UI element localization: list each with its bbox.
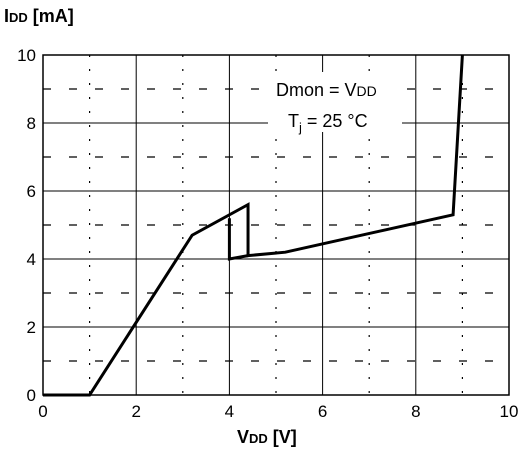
y-axis-label: IDD [mA] xyxy=(4,6,74,26)
x-tick-label: 4 xyxy=(225,402,234,421)
y-tick-labels: 0 2 4 6 8 10 xyxy=(17,46,36,405)
x-tick-label: 10 xyxy=(500,402,519,421)
y-tick-label: 6 xyxy=(27,182,36,201)
annotation-box: Dmon = VDD Tj = 25 °C xyxy=(268,72,402,135)
x-tick-label: 0 xyxy=(38,402,47,421)
y-tick-label: 0 xyxy=(27,386,36,405)
x-tick-labels: 0 2 4 6 8 10 xyxy=(38,402,518,421)
annotation-line-1: Dmon = VDD xyxy=(276,80,377,100)
x-tick-label: 6 xyxy=(318,402,327,421)
x-tick-label: 8 xyxy=(411,402,420,421)
y-tick-label: 8 xyxy=(27,114,36,133)
y-tick-label: 2 xyxy=(27,318,36,337)
x-axis-label: VDD [V] xyxy=(237,427,297,447)
x-tick-label: 2 xyxy=(131,402,140,421)
series-line-2 xyxy=(229,218,248,259)
y-tick-label: 10 xyxy=(17,46,36,65)
y-tick-label: 4 xyxy=(27,250,36,269)
